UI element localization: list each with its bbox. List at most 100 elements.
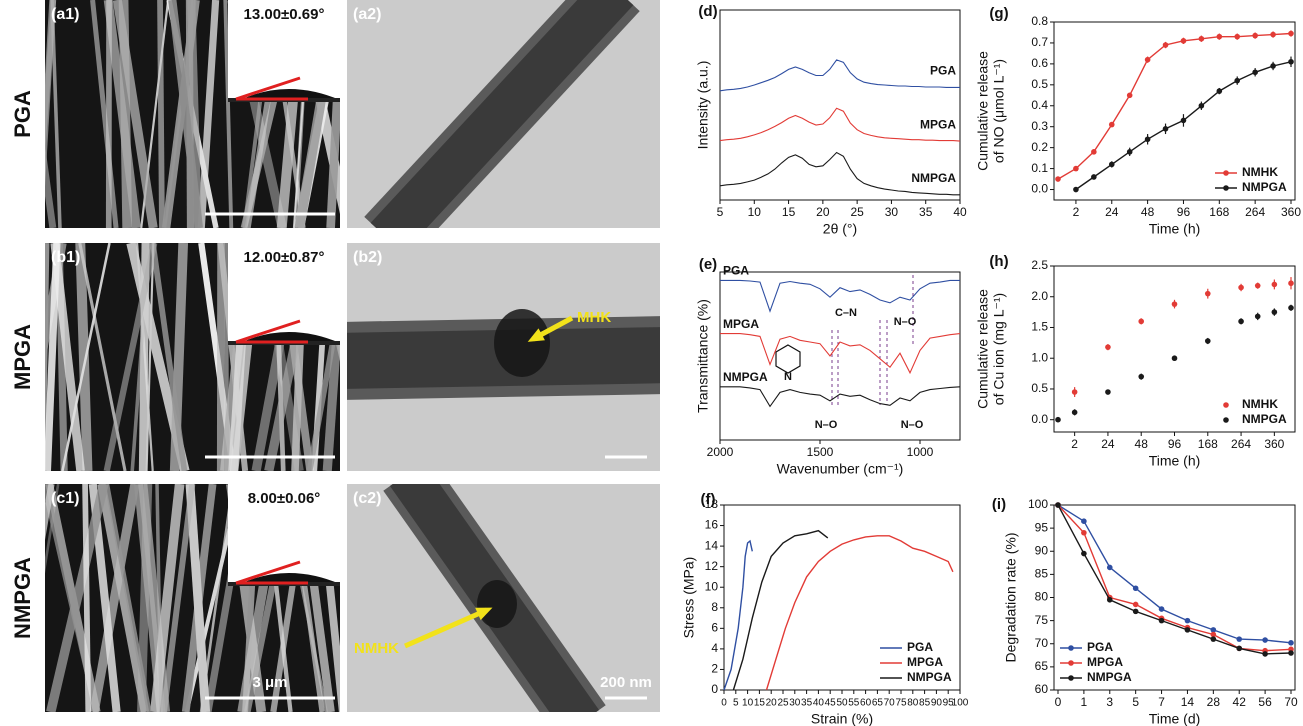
fiber bbox=[50, 0, 62, 228]
x-axis-label: 2θ (°) bbox=[823, 221, 857, 237]
panel-label: (b1) bbox=[51, 249, 80, 266]
x-tick-label: 35 bbox=[801, 698, 813, 709]
data-point bbox=[1081, 550, 1087, 557]
panel-label: (c1) bbox=[51, 490, 79, 507]
droplet bbox=[240, 573, 340, 584]
legend-label: NMPGA bbox=[907, 670, 952, 684]
panel-label: (d) bbox=[698, 3, 717, 20]
annotation: N–O bbox=[815, 419, 838, 431]
x-axis-label: Time (h) bbox=[1149, 221, 1201, 237]
data-point bbox=[1288, 280, 1294, 287]
data-point bbox=[1055, 176, 1061, 182]
data-point bbox=[1184, 627, 1191, 633]
x-tick-label: 25 bbox=[777, 698, 789, 709]
x-tick-label: 48 bbox=[1141, 205, 1155, 219]
x-tick-label: 0 bbox=[1055, 695, 1062, 709]
y-tick-label: 0.0 bbox=[1031, 182, 1048, 196]
series-label: NMPGA bbox=[911, 171, 956, 185]
x-tick-label: 2000 bbox=[707, 445, 734, 459]
y-tick-label: 1.0 bbox=[1031, 350, 1048, 364]
panel-label: (e) bbox=[699, 256, 717, 273]
x-tick-label: 15 bbox=[782, 205, 796, 219]
data-point bbox=[1254, 282, 1261, 289]
legend-marker bbox=[1223, 185, 1229, 191]
data-point bbox=[1073, 186, 1079, 193]
data-point bbox=[1236, 645, 1243, 652]
y-tick-label: 60 bbox=[1035, 682, 1049, 696]
fiber bbox=[306, 286, 340, 471]
x-tick-label: 96 bbox=[1168, 437, 1182, 451]
y-axis-label: Cumulative release bbox=[975, 51, 991, 171]
data-point bbox=[1270, 63, 1276, 69]
y-tick-label: 12 bbox=[705, 559, 719, 573]
fiber-core bbox=[370, 0, 634, 228]
y-tick-label: 6 bbox=[711, 621, 718, 635]
y-tick-label: 2 bbox=[711, 662, 718, 676]
data-point bbox=[1252, 32, 1258, 39]
y-tick-label: 0.1 bbox=[1031, 161, 1048, 175]
panel-label: (g) bbox=[989, 5, 1008, 22]
data-point bbox=[1108, 121, 1115, 128]
x-tick-label: 7 bbox=[1158, 695, 1165, 709]
data-point bbox=[1081, 529, 1087, 536]
x-tick-label: 25 bbox=[850, 205, 864, 219]
data-point bbox=[1288, 305, 1294, 311]
y-tick-label: 16 bbox=[705, 518, 719, 532]
fiber bbox=[326, 0, 340, 228]
data-point bbox=[1105, 344, 1111, 350]
y-axis-label: Cumulative release bbox=[975, 289, 991, 409]
x-tick-label: 35 bbox=[919, 205, 933, 219]
data-point bbox=[1180, 38, 1187, 44]
pyridine-ring bbox=[775, 344, 801, 374]
x-tick-label: 60 bbox=[860, 698, 872, 709]
data-point bbox=[1254, 313, 1261, 320]
x-tick-label: 5 bbox=[733, 698, 739, 709]
annotation: N–O bbox=[901, 419, 924, 431]
data-point bbox=[1144, 56, 1151, 63]
data-point bbox=[1238, 284, 1244, 291]
arrow-label: NMHK bbox=[354, 640, 399, 657]
x-tick-label: 20 bbox=[766, 698, 778, 709]
x-tick-label: 95 bbox=[943, 698, 955, 709]
data-point bbox=[1105, 389, 1111, 395]
series-label: PGA bbox=[723, 264, 749, 278]
legend-label: NMPGA bbox=[1087, 670, 1132, 684]
fiber bbox=[89, 484, 140, 712]
y-tick-label: 90 bbox=[1035, 543, 1049, 557]
legend-label: PGA bbox=[1087, 640, 1113, 654]
droplet bbox=[240, 89, 340, 100]
data-point bbox=[1198, 102, 1205, 109]
y-axis-label: Transmittance (%) bbox=[695, 299, 711, 413]
x-tick-label: 80 bbox=[907, 698, 919, 709]
data-point bbox=[1210, 636, 1217, 642]
x-tick-label: 24 bbox=[1105, 205, 1119, 219]
row-label: NMPGA bbox=[10, 557, 35, 639]
x-tick-label: 264 bbox=[1245, 205, 1265, 219]
series-label: NMPGA bbox=[723, 370, 768, 384]
x-tick-label: 5 bbox=[717, 205, 724, 219]
y-axis-label: Stress (MPa) bbox=[681, 557, 697, 639]
fiber bbox=[322, 243, 340, 471]
data-point bbox=[1158, 617, 1165, 624]
fiber bbox=[46, 484, 109, 712]
y-tick-label: 4 bbox=[711, 641, 718, 655]
legend-label: NMPGA bbox=[1242, 180, 1287, 194]
data-point bbox=[1204, 290, 1211, 297]
plot-frame bbox=[1053, 21, 1296, 201]
y-axis-label: Intensity (a.u.) bbox=[695, 61, 711, 150]
fiber bbox=[104, 484, 152, 712]
legend-marker bbox=[1223, 417, 1229, 423]
x-tick-label: 100 bbox=[952, 698, 969, 709]
x-tick-label: 15 bbox=[754, 698, 766, 709]
data-point bbox=[1216, 33, 1223, 40]
plot-frame bbox=[719, 271, 961, 441]
x-tick-label: 56 bbox=[1258, 695, 1272, 709]
data-point bbox=[1270, 31, 1276, 38]
x-tick-label: 1500 bbox=[807, 445, 834, 459]
y-tick-label: 0.5 bbox=[1031, 381, 1048, 395]
y-tick-label: 2.5 bbox=[1031, 258, 1048, 272]
data-point bbox=[1184, 617, 1191, 624]
annotation: C–N bbox=[835, 307, 857, 319]
y-tick-label: 95 bbox=[1035, 520, 1049, 534]
